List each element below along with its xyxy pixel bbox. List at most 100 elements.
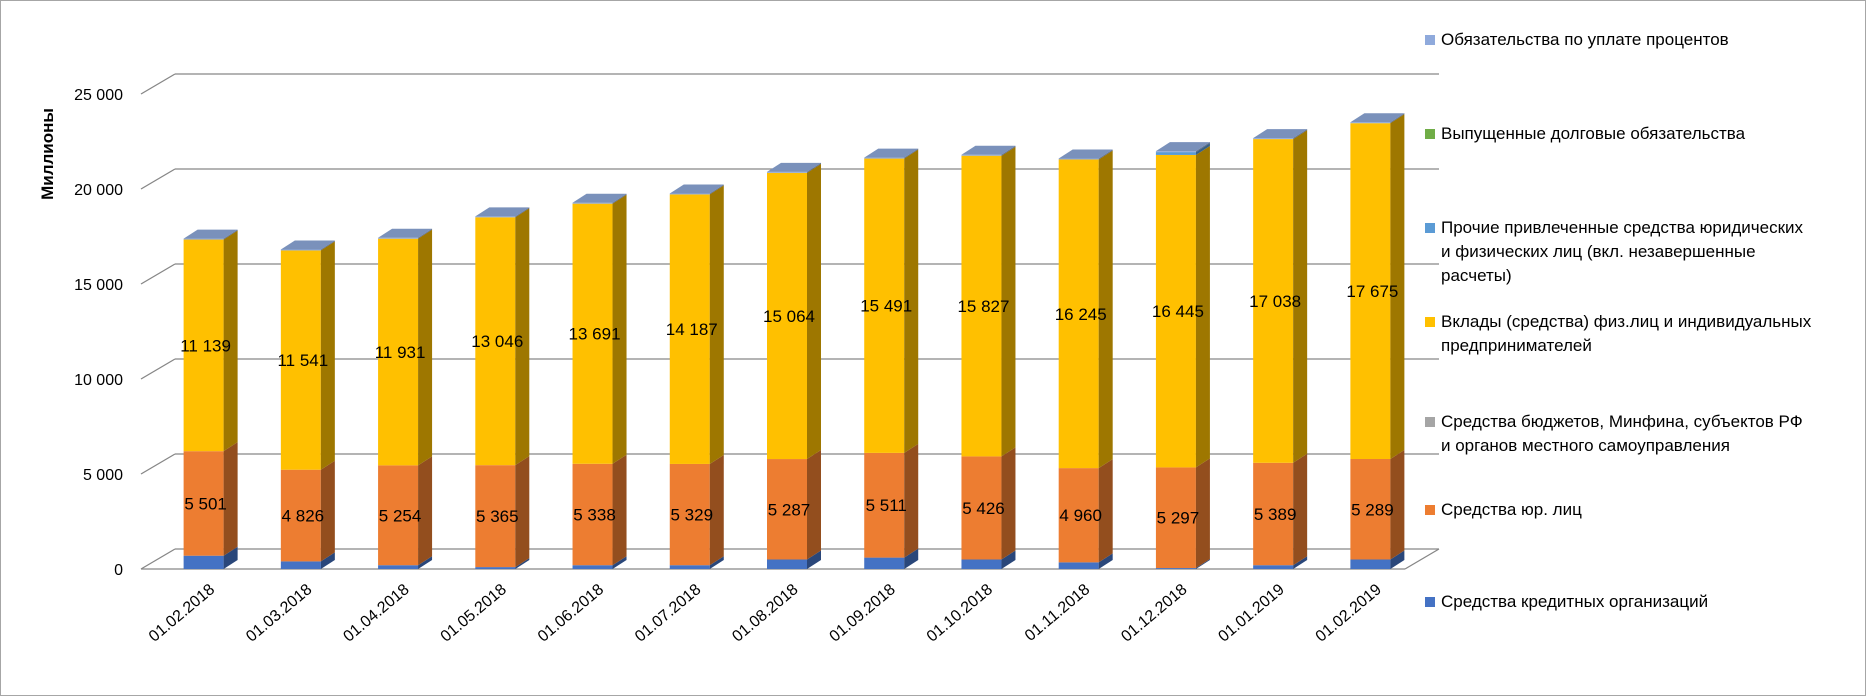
bar-segment: [961, 456, 1002, 560]
bar-top: [1350, 113, 1405, 123]
bar-top: [961, 145, 1016, 155]
gridline-side: [140, 263, 176, 285]
bar-segment-side: [1390, 113, 1405, 124]
gridline-side: [140, 453, 176, 475]
bar-stack: [1155, 142, 1210, 569]
data-label: 17 038: [1249, 292, 1301, 311]
legend-marker: [1425, 597, 1435, 607]
gridline-side: [140, 358, 176, 380]
bar-segment: [475, 217, 516, 466]
x-tick-label: 01.10.2018: [924, 581, 996, 646]
bar-stack: [767, 162, 821, 569]
data-label: 5 287: [768, 500, 811, 519]
bar-segment-side: [1001, 550, 1016, 569]
bar-segment: [378, 237, 419, 239]
y-tick-label: 15 000: [74, 277, 123, 294]
data-label: 4 826: [282, 507, 325, 526]
x-tick-label: 01.02.2019: [1313, 581, 1385, 646]
x-tick-label: 01.04.2018: [340, 581, 412, 646]
bar-top: [183, 229, 238, 239]
data-label: 5 365: [476, 507, 519, 526]
legend-label: и физических лиц (вкл. незавершенные: [1441, 242, 1756, 261]
data-label: 11 931: [375, 343, 426, 362]
data-label: 17 675: [1346, 282, 1398, 301]
data-label: 5 338: [573, 505, 616, 524]
bar-segment: [767, 171, 807, 173]
x-tick-label: 01.01.2019: [1215, 581, 1287, 646]
legend-label: и органов местного самоуправления: [1441, 436, 1730, 455]
bar-segment: [1253, 565, 1294, 569]
bar-segment-side: [1001, 447, 1016, 560]
legend-label: Средства юр. лиц: [1441, 500, 1582, 519]
data-labels: 5 501 11 139 4 826 11 541 5 254 11 931 5 365 13…: [180, 282, 1398, 528]
legend-item: Средства бюджетов, Минфина, субъектов РФ…: [1425, 412, 1803, 455]
data-label: 5 389: [1254, 505, 1297, 524]
bar-segment-side: [709, 556, 724, 569]
bar-segment-side: [1390, 450, 1405, 560]
bar-top: [864, 148, 919, 158]
x-tick-label: 01.07.2018: [632, 581, 704, 646]
bar-stack: [1058, 149, 1113, 569]
legend-marker: [1425, 129, 1435, 139]
bar-segment: [280, 561, 321, 569]
bar-stack: [378, 228, 433, 569]
bar-segment-side: [709, 184, 724, 195]
legend-marker: [1425, 505, 1435, 515]
bar-segment-side: [515, 456, 530, 568]
bar-top: [669, 184, 724, 194]
bar-segment: [378, 238, 419, 466]
x-tick-label: 01.08.2018: [729, 581, 801, 646]
bar-segment: [669, 193, 710, 195]
bar-segment-side: [418, 456, 433, 566]
bar-segment-side: [904, 443, 919, 558]
x-tick-label: 01.03.2018: [243, 581, 315, 646]
bar-segment: [864, 557, 905, 569]
bar-segment: [1155, 152, 1196, 155]
bar-segment: [961, 154, 1002, 156]
bar-stack: [1350, 113, 1405, 569]
data-label: 5 329: [670, 506, 713, 525]
bar-segment: [1253, 139, 1294, 463]
bar-segment-side: [807, 163, 821, 460]
bar-stack: [864, 148, 919, 569]
bar-segment-side: [807, 550, 821, 569]
bar-segment-side: [223, 546, 238, 569]
bar-segment-side: [612, 193, 627, 204]
y-tick-label: 20 000: [74, 182, 123, 199]
bar-segment: [1253, 462, 1294, 566]
bar-stack: [961, 145, 1016, 569]
bar-top: [572, 193, 627, 203]
x-tick-label: 01.05.2018: [438, 581, 510, 646]
gridline-side: [140, 73, 176, 95]
bar-stack: [1253, 129, 1308, 569]
bar-segment-side: [418, 228, 433, 239]
x-tick-label: 01.02.2018: [146, 581, 218, 646]
bar-segment: [1350, 559, 1391, 569]
bar-segment-side: [1390, 550, 1405, 569]
bar-segment: [1155, 568, 1196, 569]
bar-top: [1155, 142, 1210, 152]
data-label: 5 511: [866, 496, 907, 515]
data-label: 4 960: [1059, 506, 1102, 525]
bar-segment: [280, 469, 321, 562]
data-label: 5 297: [1157, 509, 1200, 528]
legend-label: предпринимателей: [1441, 336, 1592, 355]
x-tick-label: 01.12.2018: [1118, 581, 1190, 646]
bar-segment-side: [515, 208, 530, 466]
bar-segment: [1155, 154, 1196, 468]
bar-segment-side: [807, 450, 821, 560]
legend-label: Средства бюджетов, Минфина, субъектов РФ: [1441, 412, 1803, 431]
bar-segment: [669, 565, 710, 569]
legend-label: Вклады (средства) физ.лиц и индивидуальн…: [1441, 312, 1812, 331]
bar-segment-side: [807, 162, 821, 173]
data-label: 16 245: [1055, 305, 1107, 324]
bar-segment: [961, 559, 1002, 569]
bar-segment: [475, 465, 516, 568]
bar-segment-side: [904, 148, 919, 159]
bar-segment: [572, 202, 613, 204]
bar-segment-side: [1001, 145, 1016, 156]
bar-segment-side: [515, 207, 530, 218]
legend-item: Выпущенные долговые обязательства: [1425, 124, 1746, 143]
bar-segment-side: [709, 185, 724, 464]
